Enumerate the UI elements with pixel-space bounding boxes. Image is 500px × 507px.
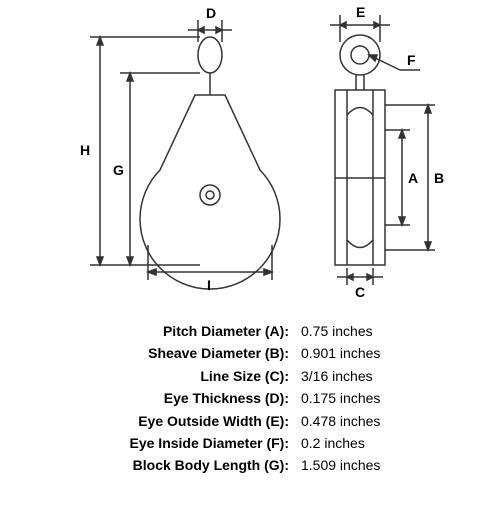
spec-value: 0.75 inches <box>301 320 421 342</box>
spec-value: 0.175 inches <box>301 387 421 409</box>
spec-row: Block Body Length (G):1.509 inches <box>50 454 450 476</box>
spec-table: Pitch Diameter (A):0.75 inches Sheave Di… <box>0 310 500 507</box>
spec-row: Eye Inside Diameter (F):0.2 inches <box>50 432 450 454</box>
spec-label: Pitch Diameter (A): <box>79 320 301 342</box>
spec-row: Eye Outside Width (E):0.478 inches <box>50 410 450 432</box>
technical-drawing: D H G I E F A <box>0 0 500 310</box>
spec-label: Block Body Length (G): <box>79 454 301 476</box>
spec-row: Sheave Diameter (B):0.901 inches <box>50 342 450 364</box>
svg-text:E: E <box>356 4 365 20</box>
spec-row: Eye Thickness (D):0.175 inches <box>50 387 450 409</box>
spec-value: 0.2 inches <box>301 432 421 454</box>
svg-text:G: G <box>113 162 124 178</box>
spec-label: Line Size (C): <box>79 365 301 387</box>
spec-label: Sheave Diameter (B): <box>79 342 301 364</box>
svg-text:B: B <box>434 170 444 186</box>
spec-value: 0.901 inches <box>301 342 421 364</box>
spec-value: 0.478 inches <box>301 410 421 432</box>
spec-label: Eye Outside Width (E): <box>79 410 301 432</box>
svg-text:F: F <box>407 52 416 68</box>
spec-label: Eye Thickness (D): <box>79 387 301 409</box>
spec-row: Pitch Diameter (A):0.75 inches <box>50 320 450 342</box>
svg-text:D: D <box>206 5 216 21</box>
spec-value: 3/16 inches <box>301 365 421 387</box>
spec-label: Eye Inside Diameter (F): <box>79 432 301 454</box>
spec-value: 1.509 inches <box>301 454 421 476</box>
spec-row: Line Size (C):3/16 inches <box>50 365 450 387</box>
svg-text:H: H <box>80 142 90 158</box>
svg-text:I: I <box>207 277 211 293</box>
svg-text:C: C <box>355 284 365 300</box>
svg-text:A: A <box>408 170 418 186</box>
